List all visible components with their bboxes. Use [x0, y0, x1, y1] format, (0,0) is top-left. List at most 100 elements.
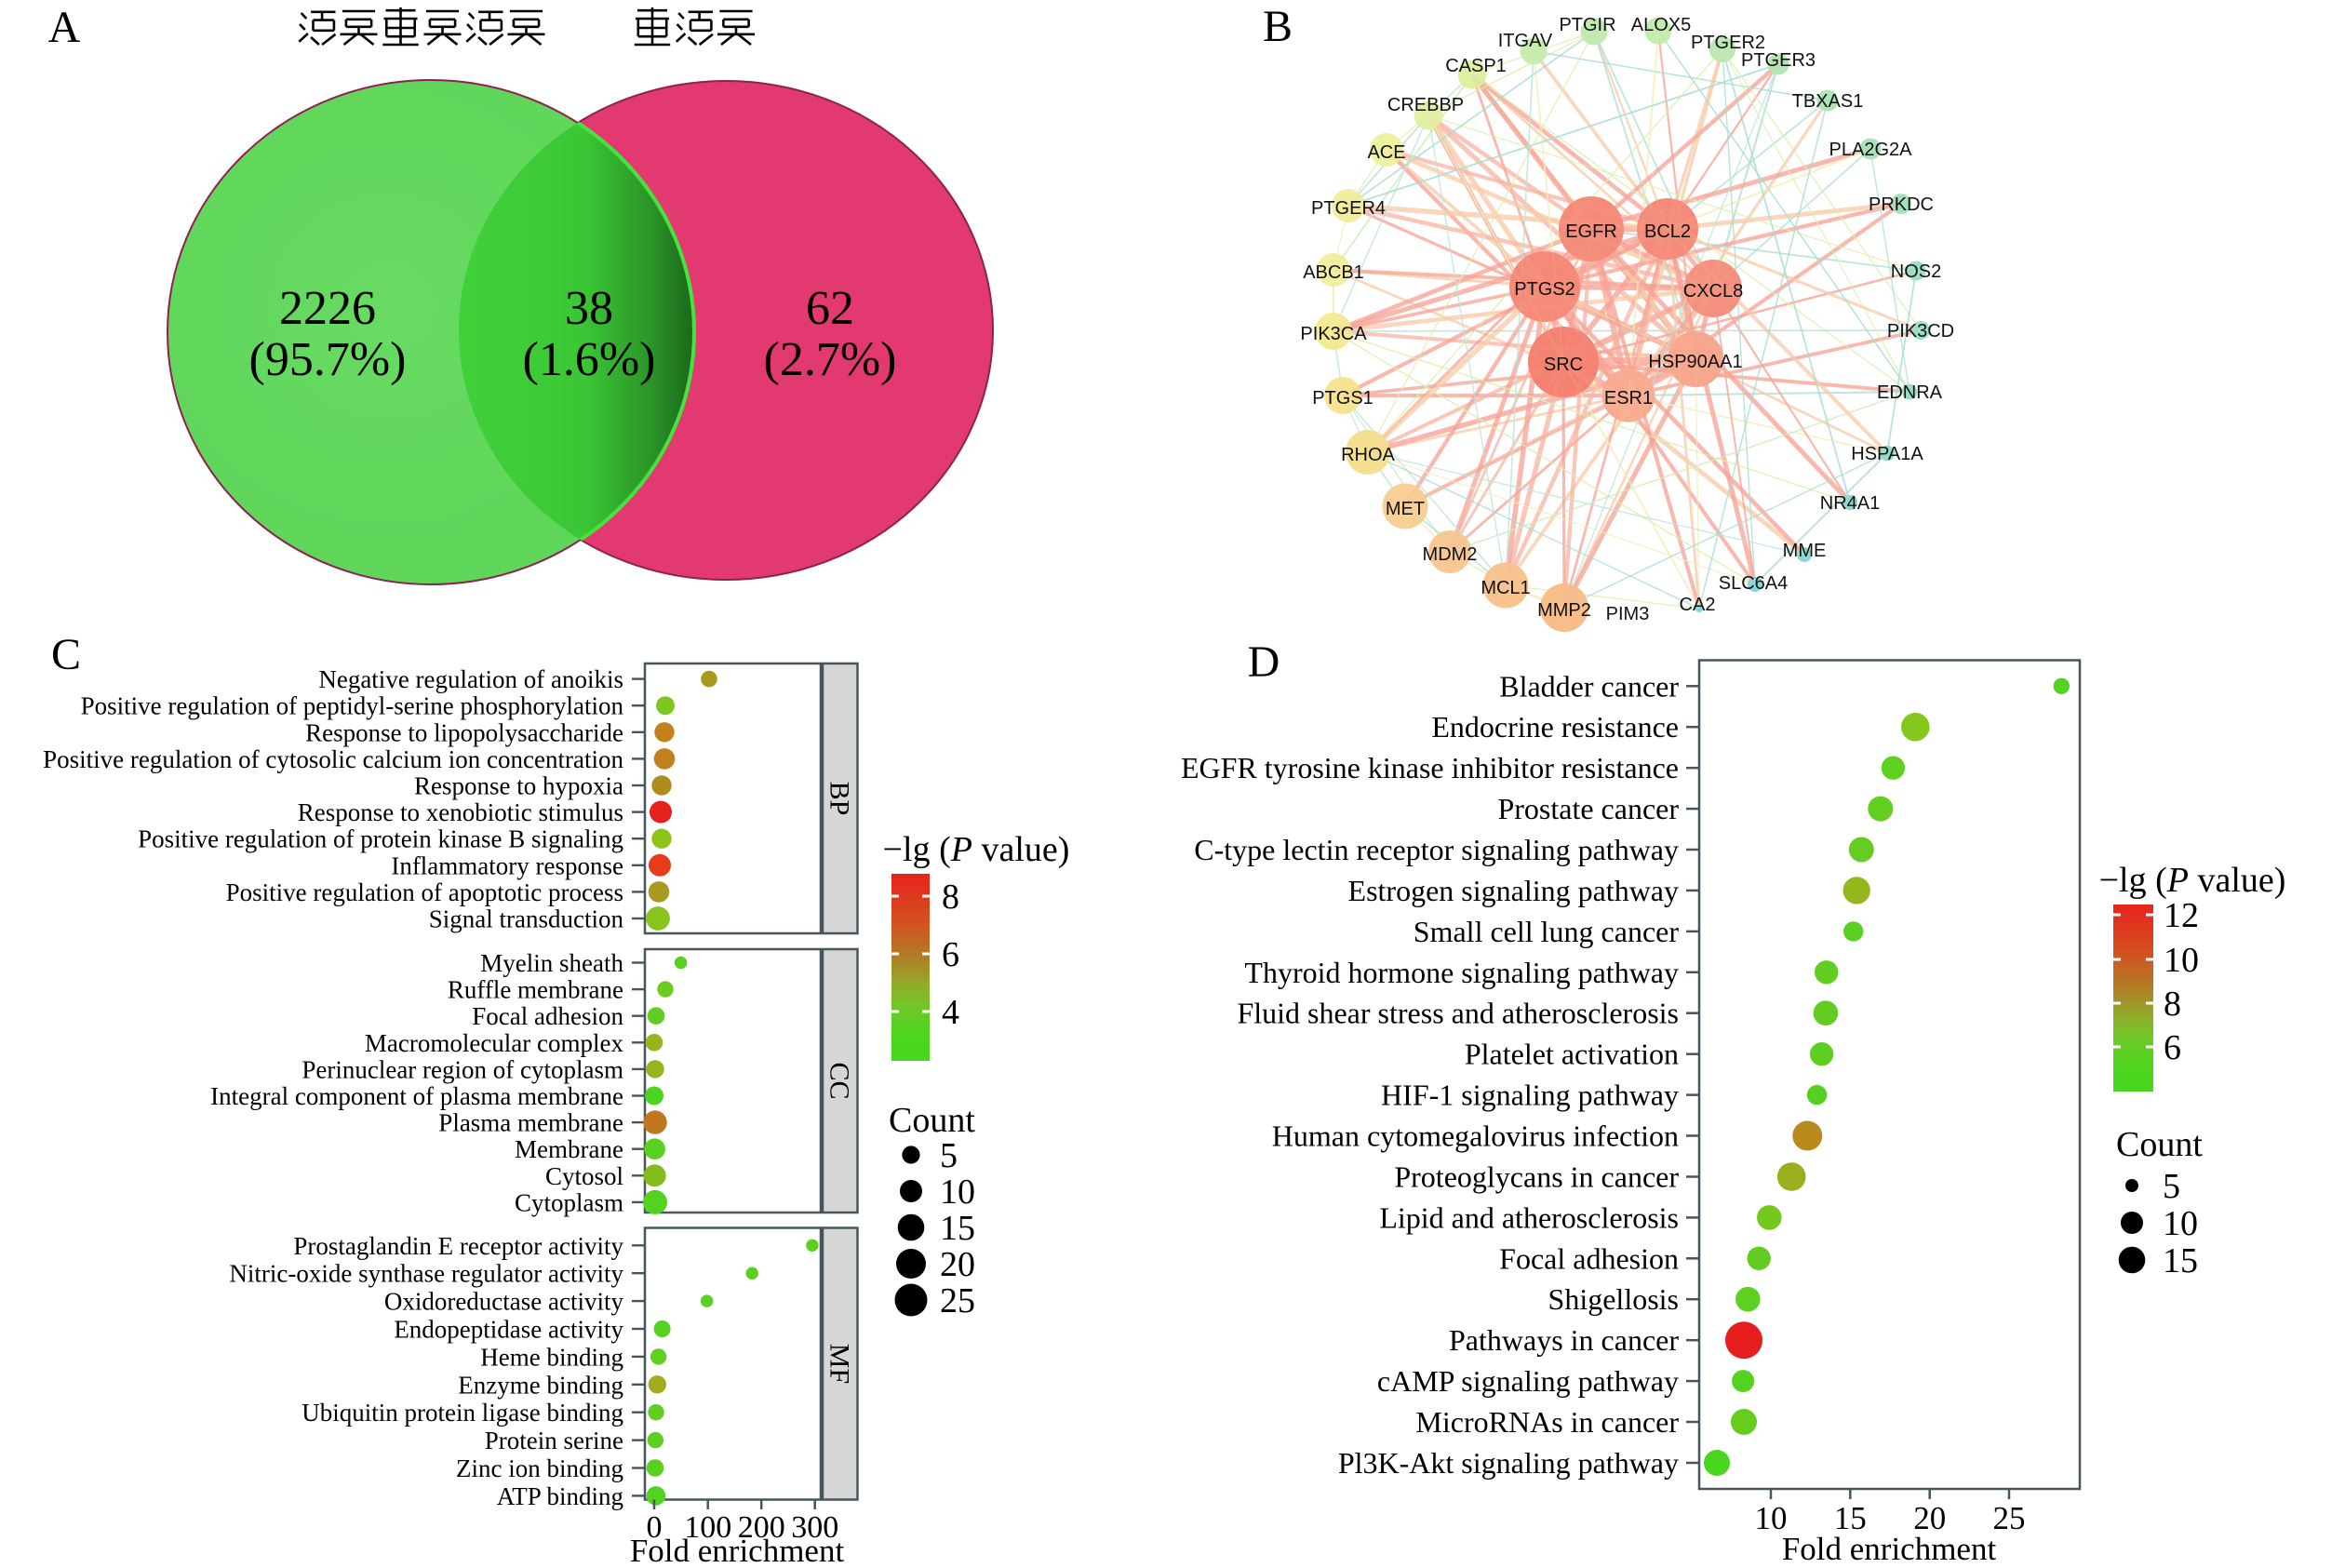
svg-text:B: B [1263, 2, 1293, 51]
svg-text:15: 15 [940, 1209, 975, 1248]
svg-text:Positive regulation of peptidy: Positive regulation of peptidyl-serine p… [81, 692, 624, 720]
svg-text:Zinc ion binding: Zinc ion binding [456, 1454, 623, 1482]
svg-text:MET: MET [1386, 499, 1425, 519]
svg-text:PLA2G2A: PLA2G2A [1829, 140, 1913, 160]
svg-text:Macromolecular complex: Macromolecular complex [365, 1029, 624, 1057]
svg-text:Lipid and atherosclerosis: Lipid and atherosclerosis [1379, 1200, 1679, 1234]
svg-text:8: 8 [942, 878, 959, 917]
svg-text:6: 6 [942, 935, 959, 974]
svg-text:Endopeptidase activity: Endopeptidase activity [394, 1316, 623, 1344]
svg-text:20: 20 [940, 1245, 975, 1284]
svg-text:2226: 2226 [279, 282, 376, 335]
svg-text:Protein serine: Protein serine [485, 1427, 623, 1454]
svg-text:Thyroid hormone signaling path: Thyroid hormone signaling pathway [1244, 956, 1679, 989]
svg-text:HSPA1A: HSPA1A [1851, 444, 1923, 464]
svg-text:MCL1: MCL1 [1481, 578, 1530, 598]
svg-text:PIM3: PIM3 [1606, 604, 1650, 624]
svg-text:38: 38 [565, 282, 613, 335]
svg-text:5: 5 [940, 1136, 958, 1175]
svg-text:10: 10 [2164, 941, 2199, 980]
svg-text:Plasma membrane: Plasma membrane [438, 1109, 623, 1137]
svg-text:Cytosol: Cytosol [545, 1162, 623, 1190]
svg-text:10: 10 [940, 1173, 975, 1212]
svg-text:PTGIR: PTGIR [1559, 15, 1615, 35]
svg-text:ACE: ACE [1367, 142, 1405, 163]
svg-text:BP: BP [824, 782, 854, 816]
svg-text:Membrane: Membrane [515, 1135, 623, 1163]
svg-text:MME: MME [1783, 541, 1827, 561]
svg-text:Pl3K-Akt signaling pathway: Pl3K-Akt signaling pathway [1338, 1446, 1679, 1480]
svg-text:ITGAV: ITGAV [1498, 31, 1553, 51]
svg-text:TBXAS1: TBXAS1 [1792, 91, 1864, 112]
svg-text:Nitric-oxide synthase regulato: Nitric-oxide synthase regulator activity [229, 1260, 623, 1288]
svg-text:20: 20 [1913, 1500, 1946, 1536]
svg-text:MF: MF [824, 1344, 854, 1384]
svg-text:Cytoplasm: Cytoplasm [515, 1188, 623, 1216]
svg-text:EGFR: EGFR [1565, 221, 1617, 242]
svg-text:HSP90AA1: HSP90AA1 [1648, 352, 1742, 372]
svg-text:SRC: SRC [1544, 355, 1583, 375]
svg-text:200: 200 [738, 1510, 785, 1545]
svg-text:PTGER2: PTGER2 [1691, 33, 1765, 53]
svg-text:Signal transduction: Signal transduction [429, 905, 624, 933]
svg-text:−lg (P value): −lg (P value) [883, 830, 1070, 869]
svg-text:10: 10 [2163, 1204, 2198, 1243]
svg-text:Small cell lung cancer: Small cell lung cancer [1414, 915, 1680, 948]
svg-text:Enzyme binding: Enzyme binding [458, 1371, 623, 1399]
svg-text:Focal adhesion: Focal adhesion [472, 1002, 623, 1030]
svg-text:Platelet activation: Platelet activation [1465, 1038, 1679, 1071]
svg-text:Count: Count [889, 1101, 975, 1140]
svg-text:6: 6 [2164, 1028, 2181, 1067]
svg-text:MicroRNAs in cancer: MicroRNAs in cancer [1415, 1405, 1679, 1439]
svg-text:Response to hypoxia: Response to hypoxia [414, 772, 623, 800]
svg-text:ATP binding: ATP binding [497, 1482, 623, 1510]
svg-text:Human cytomegalovirus infectio: Human cytomegalovirus infection [1272, 1119, 1679, 1153]
svg-text:Myelin sheath: Myelin sheath [480, 949, 623, 977]
svg-text:62: 62 [806, 282, 854, 335]
svg-text:Endocrine resistance: Endocrine resistance [1431, 710, 1679, 744]
svg-text:10: 10 [1755, 1500, 1788, 1536]
svg-text:Perinuclear region of cytoplas: Perinuclear region of cytoplasm [302, 1055, 623, 1083]
svg-text:Pathways in cancer: Pathways in cancer [1449, 1323, 1679, 1357]
svg-text:C-type lectin receptor signali: C-type lectin receptor signaling pathway [1194, 833, 1679, 866]
svg-text:MMP2: MMP2 [1537, 600, 1591, 621]
svg-text:8: 8 [2164, 985, 2181, 1024]
svg-text:Shigellosis: Shigellosis [1548, 1282, 1679, 1316]
svg-text:300: 300 [791, 1510, 838, 1545]
svg-text:MDM2: MDM2 [1423, 544, 1478, 565]
svg-text:15: 15 [2163, 1241, 2198, 1280]
svg-text:PIK3CA: PIK3CA [1300, 324, 1367, 344]
svg-text:4: 4 [942, 993, 959, 1032]
svg-text:BCL2: BCL2 [1644, 221, 1691, 242]
svg-text:CC: CC [824, 1062, 854, 1099]
svg-text:CASP1: CASP1 [1445, 56, 1507, 76]
svg-text:Count: Count [2116, 1125, 2203, 1164]
svg-text:Fold enrichment: Fold enrichment [1782, 1531, 1997, 1567]
svg-text:12: 12 [2164, 896, 2199, 935]
svg-text:25: 25 [940, 1281, 975, 1320]
svg-text:Fluid shear stress and atheros: Fluid shear stress and atherosclerosis [1237, 997, 1679, 1030]
svg-text:Proteoglycans in cancer: Proteoglycans in cancer [1394, 1160, 1679, 1194]
svg-text:NR4A1: NR4A1 [1820, 493, 1880, 514]
svg-text:HIF-1 signaling pathway: HIF-1 signaling pathway [1381, 1079, 1679, 1112]
svg-text:PTGER4: PTGER4 [1311, 198, 1386, 219]
svg-text:PTGS2: PTGS2 [1514, 279, 1575, 300]
svg-text:Bladder cancer: Bladder cancer [1499, 669, 1679, 703]
svg-text:RHOA: RHOA [1341, 445, 1395, 465]
svg-text:Prostate cancer: Prostate cancer [1497, 792, 1679, 825]
svg-text:0: 0 [647, 1510, 663, 1545]
svg-text:ESR1: ESR1 [1604, 388, 1653, 409]
svg-text:PRKDC: PRKDC [1869, 194, 1934, 215]
svg-text:Response to lipopolysaccharide: Response to lipopolysaccharide [305, 718, 623, 746]
svg-text:15: 15 [1834, 1500, 1867, 1536]
svg-text:Positive regulation of cytosol: Positive regulation of cytosolic calcium… [43, 745, 623, 773]
svg-text:Focal adhesion: Focal adhesion [1499, 1241, 1679, 1275]
svg-text:Ruffle membrane: Ruffle membrane [448, 976, 623, 1004]
svg-text:Negative regulation of anoikis: Negative regulation of anoikis [318, 665, 623, 693]
svg-text:ABCB1: ABCB1 [1303, 262, 1364, 283]
svg-text:D: D [1248, 637, 1280, 687]
svg-text:A: A [48, 3, 81, 52]
svg-text:5: 5 [2163, 1167, 2180, 1206]
svg-text:PTGER3: PTGER3 [1741, 50, 1816, 71]
svg-text:Heme binding: Heme binding [480, 1343, 623, 1371]
